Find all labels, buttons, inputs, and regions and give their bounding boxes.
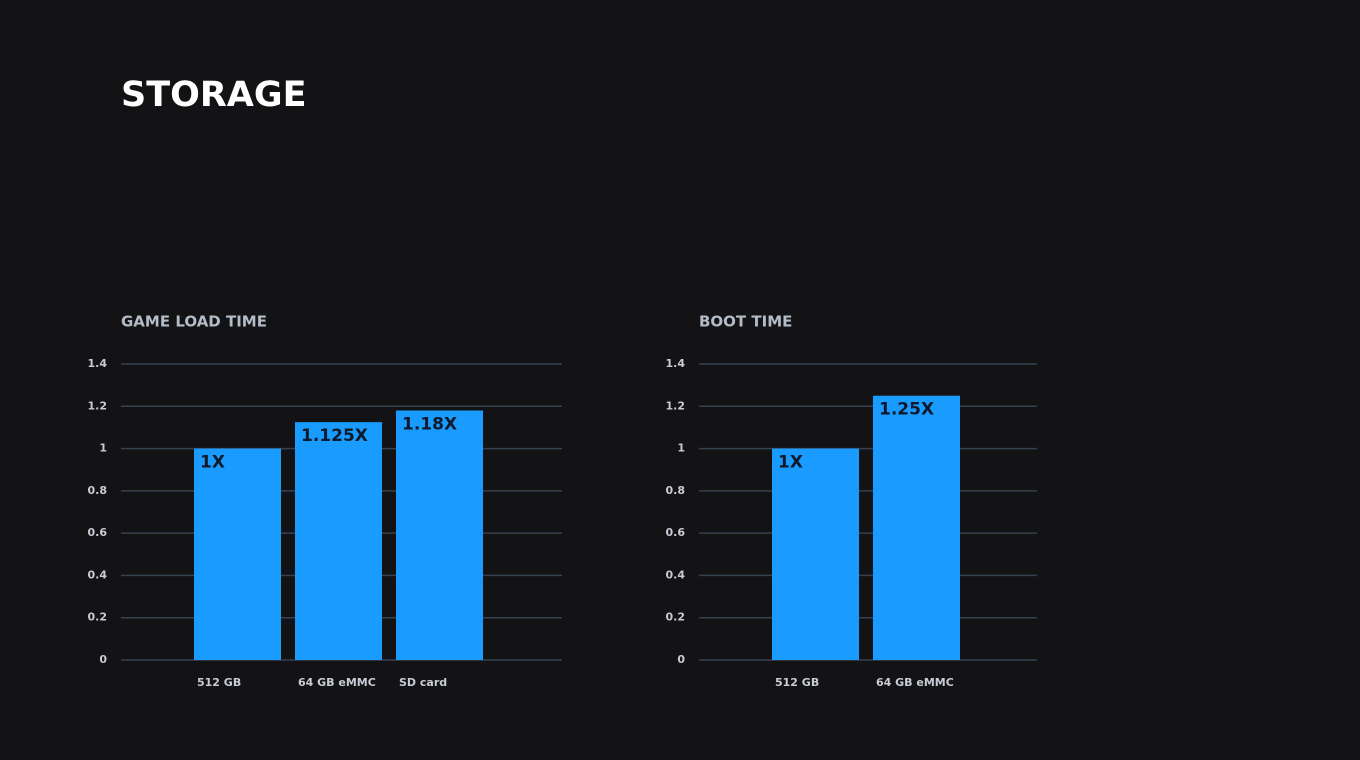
chart-title: BOOT TIME: [699, 313, 792, 331]
y-tick-label: 0.2: [88, 611, 108, 624]
bar: [295, 422, 382, 660]
y-tick-label: 0.4: [666, 568, 686, 581]
y-tick-label: 1: [99, 442, 107, 455]
value-label: 1.125X: [301, 426, 368, 446]
bar: [396, 410, 483, 660]
y-tick-label: 1.4: [666, 357, 686, 370]
x-tick-label: 64 GB eMMC: [298, 676, 376, 689]
x-tick-label: SD card: [399, 676, 447, 689]
y-tick-label: 0.4: [88, 568, 108, 581]
y-tick-label: 1.4: [88, 357, 108, 370]
y-tick-label: 0.8: [88, 484, 108, 497]
slide-title: STORAGE: [121, 75, 307, 115]
value-label: 1X: [778, 453, 803, 473]
value-label: 1.18X: [402, 415, 457, 435]
y-tick-label: 1.2: [88, 399, 108, 412]
y-tick-label: 0.8: [666, 484, 686, 497]
bar: [772, 448, 859, 660]
y-tick-label: 0.6: [88, 526, 108, 539]
x-tick-label: 512 GB: [197, 676, 241, 689]
y-tick-label: 0.2: [666, 611, 686, 624]
bar: [194, 448, 281, 660]
x-tick-label: 64 GB eMMC: [876, 676, 954, 689]
y-tick-label: 1.2: [666, 399, 686, 412]
bar: [873, 395, 960, 660]
y-tick-label: 0: [99, 653, 107, 666]
y-tick-label: 0.6: [666, 526, 686, 539]
chart-title: GAME LOAD TIME: [121, 313, 267, 331]
value-label: 1X: [200, 453, 225, 473]
y-tick-label: 1: [677, 442, 685, 455]
x-tick-label: 512 GB: [775, 676, 819, 689]
value-label: 1.25X: [879, 400, 934, 420]
y-tick-label: 0: [677, 653, 685, 666]
